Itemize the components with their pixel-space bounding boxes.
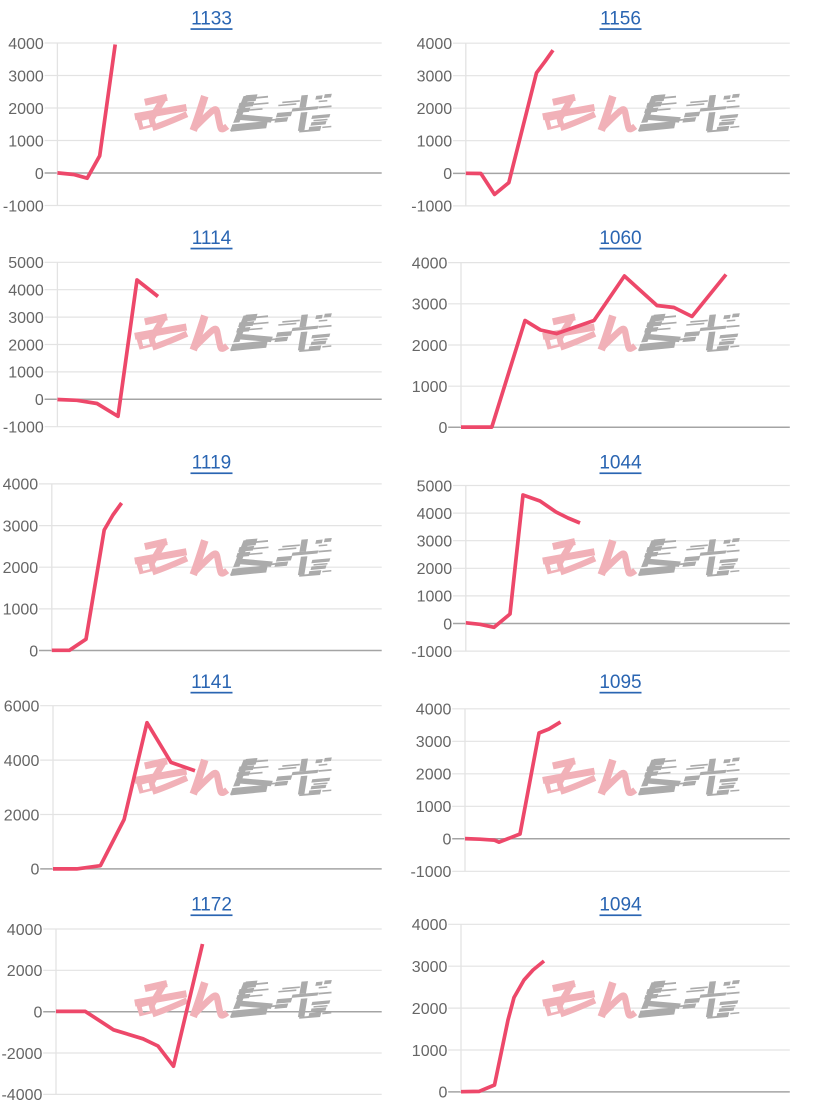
svg-text:0: 0 bbox=[33, 1005, 42, 1022]
svg-text:3000: 3000 bbox=[417, 534, 453, 551]
svg-text:1000: 1000 bbox=[3, 602, 39, 619]
svg-text:1095: 1095 bbox=[599, 672, 641, 693]
svg-text:0: 0 bbox=[29, 643, 38, 660]
svg-text:3000: 3000 bbox=[3, 518, 39, 535]
svg-text:2000: 2000 bbox=[4, 807, 40, 824]
svg-text:-1000: -1000 bbox=[411, 199, 452, 216]
svg-text:4000: 4000 bbox=[8, 36, 44, 53]
svg-text:2000: 2000 bbox=[417, 561, 453, 578]
svg-text:0: 0 bbox=[443, 616, 452, 633]
svg-text:1000: 1000 bbox=[417, 589, 453, 606]
svg-text:4000: 4000 bbox=[412, 255, 448, 272]
svg-text:4000: 4000 bbox=[417, 506, 453, 523]
svg-text:-1000: -1000 bbox=[411, 644, 452, 661]
svg-text:4000: 4000 bbox=[8, 283, 44, 300]
svg-text:1000: 1000 bbox=[417, 134, 453, 151]
svg-text:1141: 1141 bbox=[191, 672, 232, 693]
svg-text:3000: 3000 bbox=[412, 959, 448, 976]
svg-text:0: 0 bbox=[35, 166, 44, 183]
svg-text:1119: 1119 bbox=[192, 453, 231, 474]
svg-text:6000: 6000 bbox=[4, 699, 40, 716]
svg-text:1000: 1000 bbox=[412, 1043, 448, 1060]
svg-text:1133: 1133 bbox=[191, 8, 232, 29]
svg-text:2000: 2000 bbox=[8, 337, 44, 354]
svg-text:3000: 3000 bbox=[412, 297, 448, 314]
svg-text:4000: 4000 bbox=[3, 477, 39, 494]
svg-text:1156: 1156 bbox=[600, 8, 641, 29]
svg-text:0: 0 bbox=[35, 392, 44, 409]
svg-text:2000: 2000 bbox=[3, 560, 39, 577]
svg-text:2000: 2000 bbox=[417, 101, 453, 118]
svg-text:0: 0 bbox=[443, 166, 452, 183]
svg-text:-1000: -1000 bbox=[3, 198, 44, 215]
svg-text:-2000: -2000 bbox=[1, 1046, 42, 1063]
svg-text:0: 0 bbox=[30, 862, 39, 879]
svg-text:4000: 4000 bbox=[7, 922, 43, 939]
svg-text:2000: 2000 bbox=[8, 101, 44, 118]
svg-text:-4000: -4000 bbox=[1, 1087, 42, 1104]
svg-text:1000: 1000 bbox=[8, 133, 44, 150]
svg-text:4000: 4000 bbox=[417, 36, 453, 53]
svg-text:1114: 1114 bbox=[192, 228, 232, 249]
svg-text:2000: 2000 bbox=[416, 767, 452, 784]
svg-text:1172: 1172 bbox=[191, 895, 232, 916]
svg-text:2000: 2000 bbox=[412, 338, 448, 355]
svg-text:5000: 5000 bbox=[8, 255, 44, 272]
svg-text:5000: 5000 bbox=[417, 478, 453, 495]
svg-text:2000: 2000 bbox=[412, 1001, 448, 1018]
svg-text:0: 0 bbox=[442, 832, 451, 849]
svg-text:1000: 1000 bbox=[416, 799, 452, 816]
svg-text:4000: 4000 bbox=[4, 753, 40, 770]
svg-text:1000: 1000 bbox=[412, 379, 448, 396]
svg-text:3000: 3000 bbox=[417, 69, 453, 86]
svg-text:-1000: -1000 bbox=[410, 864, 451, 881]
svg-text:1044: 1044 bbox=[599, 453, 642, 474]
svg-text:-1000: -1000 bbox=[3, 420, 44, 437]
svg-text:1000: 1000 bbox=[8, 365, 44, 382]
svg-text:3000: 3000 bbox=[8, 310, 44, 327]
svg-text:2000: 2000 bbox=[7, 963, 43, 980]
svg-text:4000: 4000 bbox=[416, 702, 452, 719]
svg-text:4000: 4000 bbox=[412, 917, 448, 934]
svg-text:3000: 3000 bbox=[416, 734, 452, 751]
svg-text:3000: 3000 bbox=[8, 68, 44, 85]
svg-text:0: 0 bbox=[438, 420, 447, 437]
svg-text:1094: 1094 bbox=[599, 895, 642, 916]
svg-text:1060: 1060 bbox=[599, 228, 641, 249]
svg-text:0: 0 bbox=[438, 1085, 447, 1102]
